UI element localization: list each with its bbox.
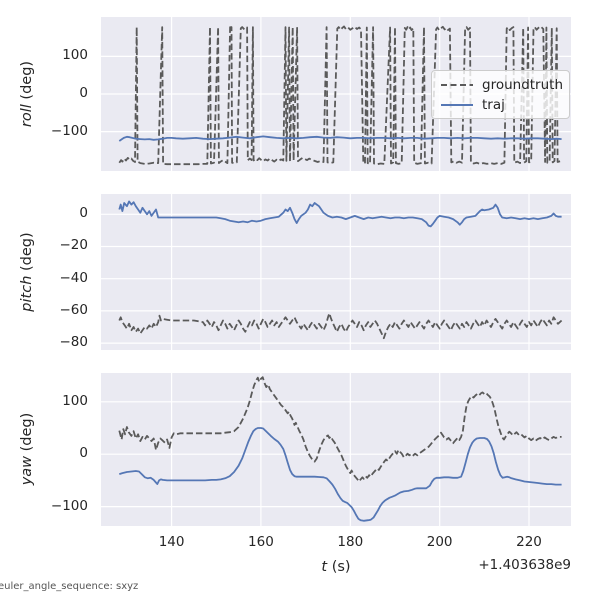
y-tick-label: 0 (79, 85, 88, 101)
pitch-subplot (101, 194, 571, 350)
y-tick-label: −100 (50, 497, 88, 514)
x-tick-label: 220 (516, 534, 542, 550)
x-tick-label: 200 (426, 534, 453, 550)
legend-label-traj: traj (482, 97, 505, 113)
x-axis-label-unit: (s) (327, 559, 351, 575)
pitch-groundtruth-line (118, 312, 563, 340)
legend[interactable]: groundtruth traj (431, 70, 570, 119)
pitch-traj-line (118, 200, 562, 228)
legend-label-groundtruth: groundtruth (482, 77, 564, 93)
y-tick-label: −20 (59, 237, 89, 254)
x-tick-label: 140 (158, 534, 185, 550)
y-tick-label: 100 (62, 392, 88, 409)
groundtruth-dashed-line-sample (440, 75, 474, 95)
traj-solid-line-sample (440, 95, 474, 115)
y-tick-label: 0 (79, 205, 88, 222)
y-tick-label: 0 (79, 445, 88, 462)
x-axis-label-var: t (321, 559, 328, 575)
y-tick-label: −60 (59, 301, 89, 318)
yaw-plot-canvas (101, 373, 571, 526)
pitch-plot-canvas (101, 194, 571, 350)
legend-entry-traj: traj (440, 95, 561, 115)
euler-sequence-annotation: euler_angle_sequence: sxyz (0, 581, 139, 592)
legend-entry-groundtruth: groundtruth (440, 75, 564, 95)
y-tick-label: −80 (59, 334, 89, 351)
yaw-groundtruth-line (118, 376, 562, 483)
x-axis-label: t (s) (236, 559, 436, 575)
roll-groundtruth-line (118, 25, 563, 166)
y-tick-label: 100 (62, 47, 88, 64)
x-tick-label: 160 (248, 534, 274, 550)
roll-traj-line (118, 135, 562, 142)
yaw-traj-line (119, 427, 562, 522)
y-tick-label: −100 (50, 122, 88, 139)
yaw-subplot (101, 373, 571, 526)
y-tick-label: −40 (59, 269, 89, 286)
x-tick-label: 180 (337, 534, 364, 550)
x-axis-offset-text: +1.403638e9 (478, 557, 571, 573)
